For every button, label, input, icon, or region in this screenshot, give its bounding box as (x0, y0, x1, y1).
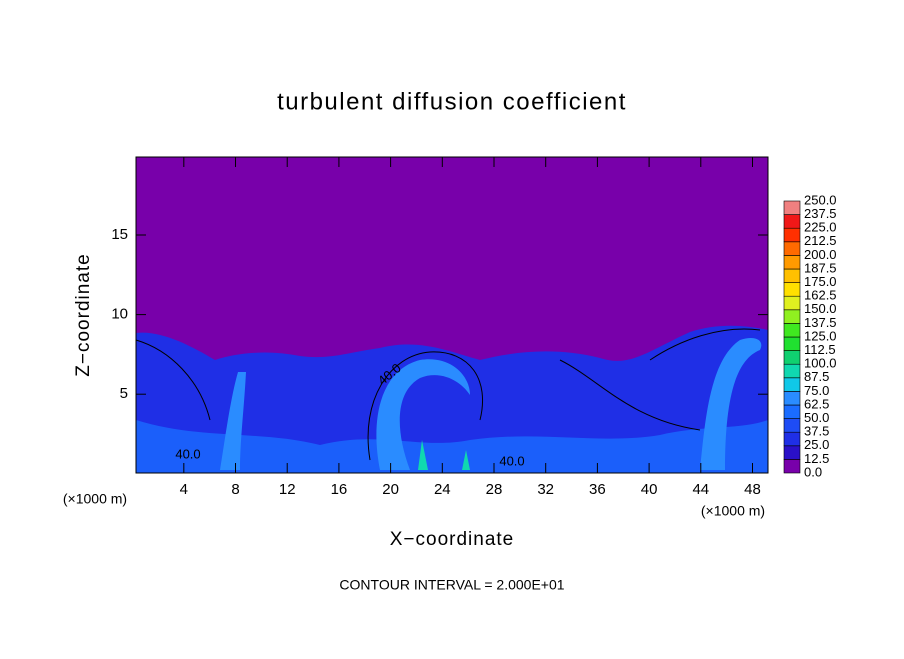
x-tick-label: 8 (231, 481, 239, 498)
x-tick-label: 24 (434, 481, 451, 498)
colorbar-label: 100.0 (804, 356, 837, 371)
colorbar-swatch (783, 363, 801, 379)
colorbar-swatch (783, 241, 801, 256)
colorbar-swatch (783, 336, 801, 351)
x-tick-label: 44 (692, 481, 709, 498)
colorbar-label: 200.0 (804, 247, 837, 262)
colorbar-swatch (783, 391, 801, 406)
colorbar-label: 250.0 (804, 192, 837, 207)
colorbar-swatch (783, 459, 801, 474)
colorbar-swatch (783, 377, 801, 392)
x-tick-label: 40 (641, 481, 658, 498)
colorbar-swatch (783, 295, 801, 311)
colorbar-swatch (783, 268, 801, 283)
y-axis-label: Z−coordinate (73, 253, 94, 376)
x-axis-label: X−coordinate (390, 529, 515, 550)
colorbar-label: 12.5 (804, 451, 829, 466)
x-tick-label: 28 (486, 481, 503, 498)
y-tick-label: 5 (120, 385, 128, 402)
x-unit: (×1000 m) (701, 503, 765, 519)
colorbar-swatch (783, 214, 801, 229)
colorbar-swatch (783, 323, 801, 338)
colorbar-label: 87.5 (804, 369, 829, 384)
field-region (136, 325, 768, 473)
x-tick-label: 12 (279, 481, 296, 498)
colorbar-label: 50.0 (804, 410, 829, 425)
x-tick-label: 32 (537, 481, 554, 498)
colorbar-label: 112.5 (804, 342, 836, 357)
field-region (418, 440, 470, 470)
footer: CONTOUR INTERVAL = 2.000E+01 (339, 577, 564, 593)
colorbar-label: 62.5 (804, 396, 829, 411)
field-region (376, 359, 470, 470)
colorbar-label: 237.5 (804, 206, 837, 221)
colorbar-label: 25.0 (804, 437, 829, 452)
colorbar-swatch (783, 431, 801, 447)
colorbar-label: 137.5 (804, 315, 837, 330)
colorbar-label: 125.0 (804, 328, 837, 343)
y-unit: (×1000 m) (63, 491, 127, 507)
chart-title: turbulent diffusion coefficient (277, 88, 627, 115)
field: 40.0 40.0 40.0 (135, 157, 768, 473)
field-region (700, 338, 762, 470)
y-tick-label: 15 (111, 226, 128, 243)
colorbar-label: 37.5 (804, 424, 829, 439)
colorbar-swatch (783, 255, 801, 270)
contour-line (135, 328, 761, 461)
x-tick-label: 20 (382, 481, 399, 498)
colorbar-swatch (783, 445, 801, 460)
contour-label: 40.0 (175, 446, 200, 461)
field-region (220, 372, 246, 470)
colorbar-swatch (783, 200, 801, 215)
y-tick-label: 10 (111, 306, 128, 323)
colorbar-label: 212.5 (804, 233, 837, 248)
colorbar-label: 150.0 (804, 301, 837, 316)
colorbar-label: 0.0 (804, 464, 822, 479)
colorbar-label: 162.5 (804, 288, 837, 303)
colorbar-label: 175.0 (804, 274, 837, 289)
contour-label: 40.0 (499, 453, 524, 468)
x-tick-label: 36 (589, 481, 606, 498)
colorbar-swatch (783, 309, 801, 324)
field-region (136, 420, 768, 473)
x-tick-label: 4 (180, 481, 188, 498)
colorbar-swatch (783, 227, 801, 243)
x-tick-label: 16 (331, 481, 348, 498)
colorbar-label: 187.5 (804, 260, 837, 275)
x-tick-label: 48 (744, 481, 761, 498)
colorbar-swatch (783, 350, 801, 365)
colorbar-label: 75.0 (804, 383, 829, 398)
colorbar-swatch (783, 404, 801, 419)
colorbar-swatch (783, 418, 801, 433)
colorbar-swatch (783, 282, 801, 297)
colorbar-label: 225.0 (804, 220, 837, 235)
